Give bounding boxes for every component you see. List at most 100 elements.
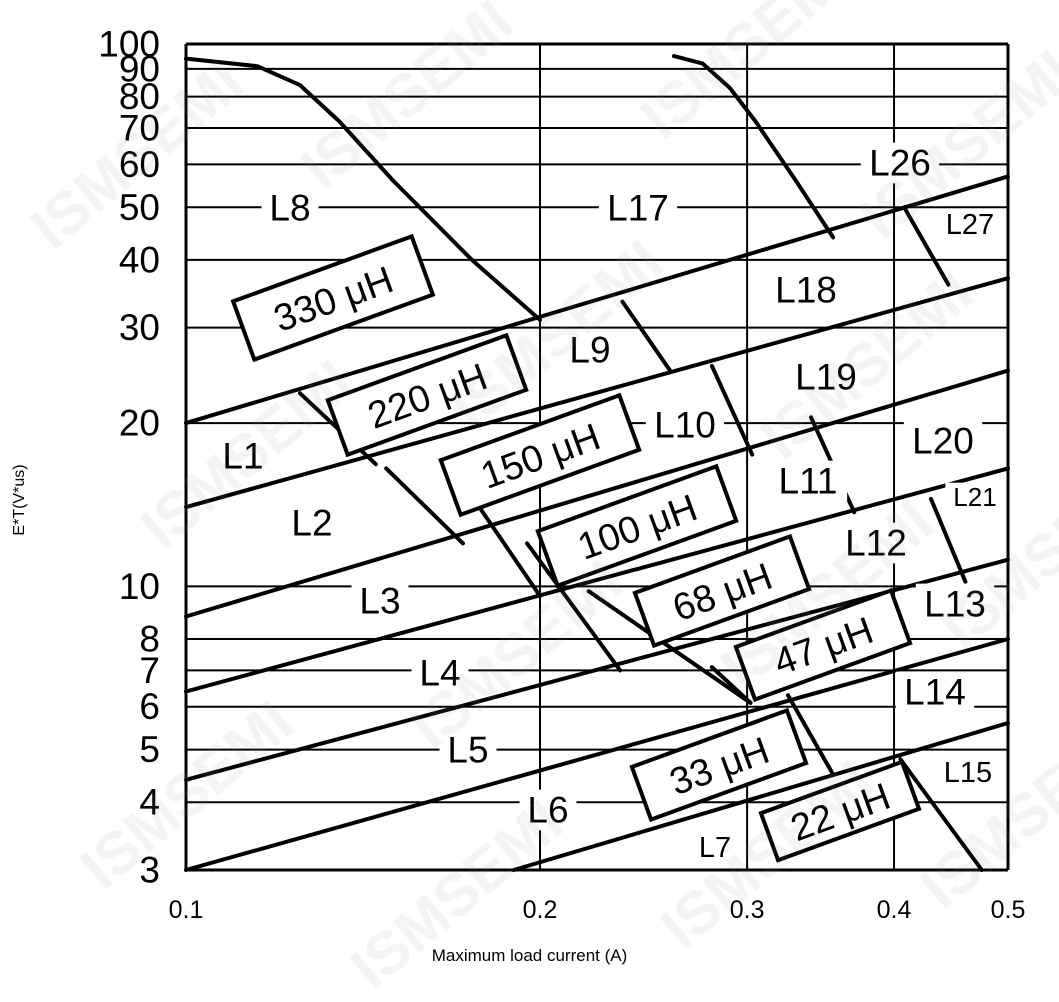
region-label-bg (935, 757, 1001, 789)
region-label: L26 (869, 143, 931, 184)
region-label-bg (945, 482, 1005, 512)
inductance-line (511, 721, 1010, 872)
inductance-line (184, 174, 1010, 426)
y-axis-title: E*T(V*us) (0, 420, 40, 580)
inductance-label-frame (733, 587, 913, 703)
region-label-bg (895, 671, 975, 713)
y-tick-label: 80 (119, 76, 160, 117)
boundary-curve (672, 54, 836, 240)
inductance-label-box: 220 μH (325, 332, 529, 458)
boundary-curve (525, 541, 623, 673)
region-label-bg (691, 832, 739, 864)
y-tick-label: 90 (119, 48, 160, 89)
boundary-curve (184, 56, 542, 322)
region-label-bg (261, 187, 319, 229)
region-label: L18 (775, 270, 837, 311)
boundary-curve (709, 665, 753, 705)
region-label: L10 (654, 405, 716, 446)
region-label-bg (411, 652, 469, 694)
x-tick-label: 0.5 (991, 896, 1026, 924)
inductance-line (184, 276, 1010, 510)
boundary-curve (384, 466, 465, 546)
region-label: L15 (944, 757, 992, 789)
region-label-bg (937, 209, 1003, 241)
region-label: L12 (845, 523, 907, 564)
region-label-bg (915, 583, 995, 625)
inductance-line (184, 368, 1010, 619)
region-label-bg (645, 404, 725, 446)
region-label: L17 (607, 188, 669, 229)
y-tick-label: 8 (139, 618, 160, 659)
region-label-bg (768, 460, 848, 502)
inductance-line (184, 637, 1010, 872)
inductance-label-frame (632, 533, 812, 649)
inductance-label-frame (325, 332, 529, 458)
region-label: L27 (946, 209, 994, 241)
x-tick-label: 0.4 (877, 896, 912, 924)
y-tick-label: 4 (139, 782, 160, 823)
boundary-curve (902, 205, 951, 287)
boundary-curve (709, 363, 755, 457)
region-label-bg (860, 142, 940, 184)
inductance-label-frame (535, 463, 739, 589)
region-label: L20 (912, 421, 974, 462)
region-label-bg (519, 789, 577, 831)
x-tick-label: 0.3 (730, 896, 765, 924)
region-label-bg (561, 329, 619, 371)
y-tick-label: 10 (119, 566, 160, 607)
inductance-label-frame (438, 392, 642, 518)
inductance-label-box: 22 μH (758, 759, 922, 863)
region-label: L13 (924, 584, 986, 625)
boundary-curve (929, 496, 968, 584)
region-label-bg (351, 580, 409, 622)
region-label: L2 (291, 503, 332, 544)
region-label-bg (766, 269, 846, 311)
region-label: L6 (527, 790, 568, 831)
y-axis-title-text: E*T(V*us) (11, 464, 28, 536)
inductance-label-frame (230, 233, 436, 363)
region-label-bg (283, 502, 341, 544)
y-tick-label: 40 (119, 239, 160, 280)
boundary-curve (898, 757, 984, 872)
y-tick-label: 6 (139, 686, 160, 727)
region-label: L14 (904, 672, 966, 713)
region-label: L8 (269, 188, 310, 229)
y-tick-label: 7 (139, 650, 160, 691)
region-label-bg (786, 356, 866, 398)
region-label-bg (439, 729, 497, 771)
boundary-curve (586, 589, 753, 705)
region-label: L5 (447, 730, 488, 771)
y-tick-label: 3 (139, 850, 160, 891)
y-tick-label: 5 (139, 729, 160, 770)
inductance-label-frame (629, 707, 809, 823)
region-label: L21 (953, 482, 996, 512)
region-label-bg (598, 187, 678, 229)
region-label: L7 (699, 832, 731, 864)
y-tick-label: 100 (98, 24, 160, 65)
region-label: L1 (222, 436, 263, 477)
region-label: L3 (359, 581, 400, 622)
y-tick-label: 30 (119, 307, 160, 348)
inductance-label-box: 330 μH (230, 233, 436, 363)
y-tick-label: 50 (119, 187, 160, 228)
region-label-bg (214, 435, 272, 477)
x-tick-label: 0.1 (169, 896, 204, 924)
boundary-curve (620, 299, 673, 373)
x-tick-label: 0.2 (523, 896, 558, 924)
boundary-curve (786, 693, 836, 777)
region-label: L9 (569, 330, 610, 371)
region-label: L4 (419, 653, 460, 694)
y-tick-label: 60 (119, 144, 160, 185)
x-axis-title: Maximum load current (A) (431, 946, 628, 965)
region-label-bg (903, 420, 983, 462)
inductance-line (184, 466, 1010, 694)
region-label-bg (836, 522, 916, 564)
y-tick-label: 70 (119, 108, 160, 149)
region-label: L11 (779, 461, 838, 502)
y-tick-label: 20 (119, 403, 160, 444)
inductance-label-frame (758, 759, 922, 863)
region-label: L19 (795, 357, 857, 398)
